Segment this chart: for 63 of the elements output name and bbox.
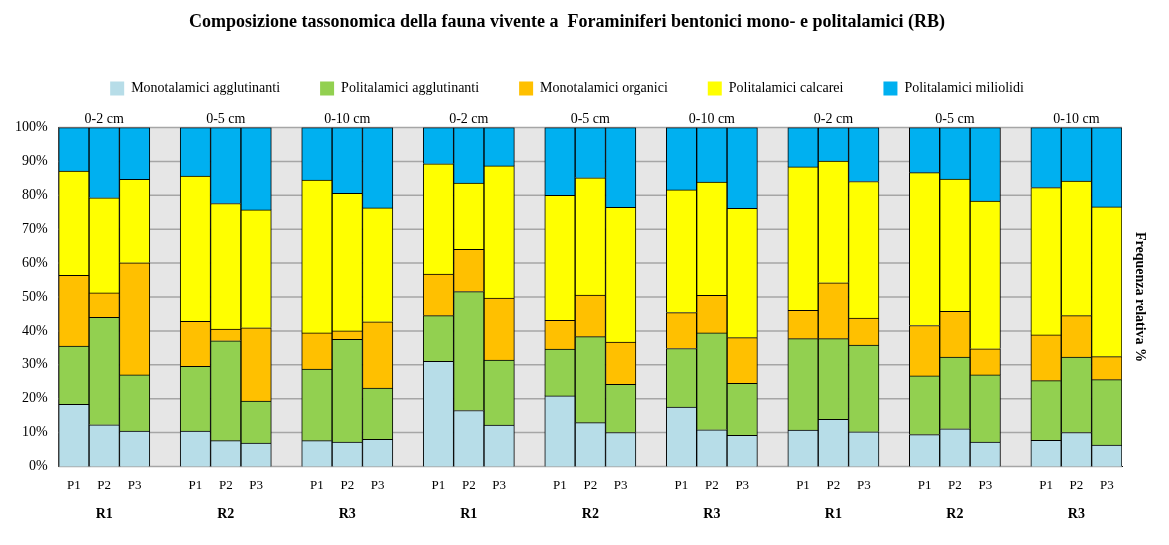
- x-tick-label: P3: [249, 476, 264, 492]
- x-tick-label: P3: [978, 476, 993, 492]
- text: R1: [460, 506, 478, 522]
- y-axis-title: Frequenza relativa %: [1133, 231, 1149, 363]
- chart-title: Composizione tassonomica della fauna vivente a Foraminiferi bentonici mono- e politalamici (RB): [189, 11, 945, 33]
- x-tick-label: P2: [583, 476, 598, 492]
- x-tick-label: P3: [613, 476, 628, 492]
- x-tick-label: P3: [856, 476, 871, 492]
- text: R1: [824, 506, 842, 522]
- x-tick-label: P1: [674, 476, 689, 492]
- x-tick-label: P1: [917, 476, 932, 492]
- text: 0-10 cm: [688, 111, 736, 127]
- text: R3: [338, 506, 356, 522]
- y-tick-label: 100%: [14, 119, 48, 135]
- text: R2: [217, 506, 235, 522]
- y-tick-label: 10%: [21, 424, 48, 440]
- legend-label: Monotalamici agglutinanti: [131, 80, 281, 96]
- x-tick-label: P2: [97, 476, 112, 492]
- text: R3: [1067, 506, 1085, 522]
- x-tick-label: P1: [1039, 476, 1053, 492]
- text: 0-10 cm: [1053, 111, 1100, 127]
- x-tick-label: P2: [1069, 476, 1084, 492]
- legend-label: Politalamici miliolidi: [904, 80, 1024, 96]
- text: R2: [946, 506, 964, 522]
- x-tick-label: P2: [340, 476, 355, 492]
- x-tick-label: P3: [735, 476, 750, 492]
- text: 0-2 cm: [84, 111, 124, 127]
- x-tick-label: P3: [1099, 476, 1114, 492]
- x-tick-label: P1: [188, 476, 203, 492]
- x-tick-label: P2: [461, 476, 476, 492]
- text: R1: [95, 506, 113, 522]
- y-tick-label: 40%: [21, 322, 48, 338]
- x-tick-label: P3: [492, 476, 507, 492]
- text: R3: [703, 506, 721, 522]
- x-tick-label: P1: [431, 476, 446, 492]
- y-tick-label: 30%: [21, 356, 48, 372]
- x-tick-label: P2: [826, 476, 841, 492]
- text: 0-2 cm: [449, 111, 489, 127]
- x-tick-label: P1: [796, 476, 810, 492]
- y-tick-label: 20%: [21, 390, 48, 406]
- y-tick-label: 70%: [21, 220, 48, 236]
- text: 0-2 cm: [813, 111, 854, 127]
- x-tick-label: P3: [370, 476, 385, 492]
- x-tick-label: P2: [218, 476, 233, 492]
- y-tick-label: 90%: [21, 153, 48, 169]
- x-tick-label: P2: [948, 476, 962, 492]
- text: R2: [581, 506, 599, 522]
- y-tick-label: 0%: [28, 458, 48, 474]
- y-tick-label: 60%: [21, 254, 48, 270]
- x-tick-label: P1: [553, 476, 567, 492]
- legend-label: Monotalamici organici: [540, 80, 668, 96]
- x-tick-label: P2: [704, 476, 719, 492]
- x-tick-label: P3: [127, 476, 142, 492]
- y-tick-label: 50%: [21, 288, 48, 304]
- legend-label: Politalamici calcarei: [728, 80, 844, 96]
- text: 0-10 cm: [324, 111, 371, 127]
- text: 0-5 cm: [206, 111, 246, 127]
- x-tick-label: P1: [66, 476, 81, 492]
- y-tick-label: 80%: [21, 187, 48, 203]
- text: 0-5 cm: [570, 111, 611, 127]
- text: 0-5 cm: [935, 111, 975, 127]
- legend-label: Politalamici agglutinanti: [341, 80, 480, 96]
- x-tick-label: P1: [310, 476, 324, 492]
